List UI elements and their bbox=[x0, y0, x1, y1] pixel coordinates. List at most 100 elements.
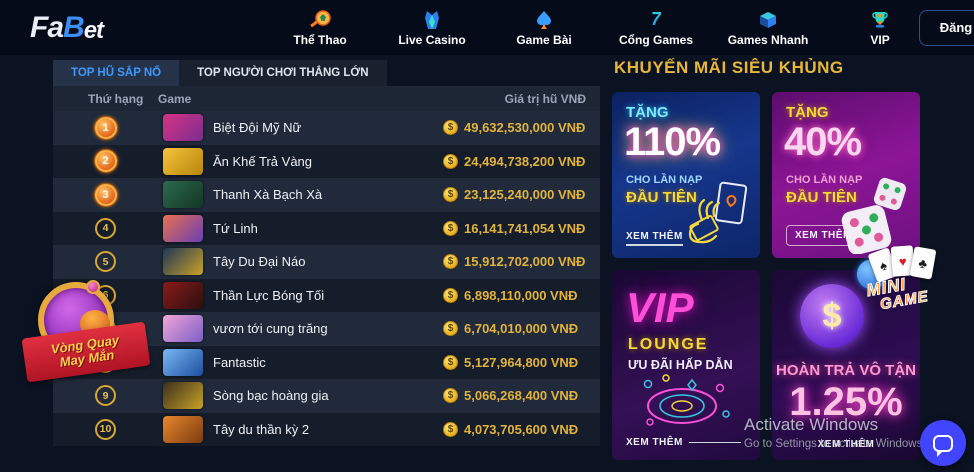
rank-ring: 4 bbox=[95, 217, 116, 239]
cashback-percent: 1.25% bbox=[789, 380, 903, 424]
nav-label: Thể Thao bbox=[293, 33, 347, 47]
table-row[interactable]: 3 Thanh Xà Bạch Xà $23,125,240,000 VNĐ bbox=[53, 178, 600, 212]
rank-medal: 1 bbox=[94, 116, 117, 139]
windows-activation-watermark: Activate Windows Go to Settings to activ… bbox=[744, 415, 926, 450]
jackpot-value: 4,073,705,600 VNĐ bbox=[464, 421, 579, 437]
game-name: Tây du thần kỳ 2 bbox=[213, 421, 310, 437]
seven-icon: 7 bbox=[651, 9, 662, 29]
promo-card-vip-lounge[interactable]: VIP LOUNGE ƯU ĐÃI HẤP DẪN XEM THÊM bbox=[612, 270, 760, 460]
game-thumbnail bbox=[163, 114, 203, 142]
promo-line2: ĐẦU TIÊN bbox=[626, 189, 697, 206]
see-more-link[interactable]: XEM THÊM bbox=[817, 439, 875, 450]
promo-card-110-percent[interactable]: TẶNG 110% CHO LẦN NẠP ĐẦU TIÊN XEM THÊM bbox=[612, 92, 760, 258]
rank-ring: 5 bbox=[95, 251, 116, 273]
nav-item-live-casino[interactable]: Live Casino bbox=[393, 8, 471, 47]
promo-percent: 40% bbox=[784, 120, 862, 164]
trophy-icon bbox=[870, 8, 890, 30]
nav-item-vip[interactable]: VIP bbox=[841, 8, 919, 47]
neon-cards-hand-icon bbox=[688, 181, 748, 244]
jackpot-value: 49,632,530,000 VNĐ bbox=[464, 120, 586, 136]
jackpot-value: 24,494,738,200 VNĐ bbox=[464, 153, 586, 169]
login-button[interactable]: Đăng Nhập bbox=[919, 9, 974, 46]
promo-card-40-percent[interactable]: TẶNG 40% CHO LẦN NẠP ĐẦU TIÊN XEM THÊM bbox=[772, 92, 920, 258]
wheel-pin bbox=[86, 280, 100, 294]
table-row[interactable]: 4 Tứ Linh $16,141,741,054 VNĐ bbox=[53, 211, 600, 245]
auth-buttons: Đăng Nhập Đăng Ký bbox=[919, 9, 974, 46]
game-name: Thanh Xà Bạch Xà bbox=[213, 187, 323, 203]
column-game: Game bbox=[158, 91, 192, 106]
rank-ring: 10 bbox=[95, 418, 116, 440]
playing-card-icon: ♣ bbox=[909, 246, 937, 280]
game-name: Fantastic bbox=[213, 354, 266, 370]
nav-label: VIP bbox=[870, 33, 890, 47]
table-row[interactable]: 9 Sòng bạc hoàng gia $5,066,268,400 VNĐ bbox=[53, 379, 600, 413]
table-header: Thứ hạng Game Giá trị hũ VNĐ bbox=[53, 86, 600, 111]
coin-icon: $ bbox=[443, 153, 458, 169]
lucky-wheel-widget[interactable]: Vòng Quay May Mắn bbox=[21, 280, 151, 392]
see-more-link[interactable]: XEM THÊM bbox=[626, 231, 683, 246]
neon-roulette-icon bbox=[643, 374, 730, 426]
table-row[interactable]: 2 Ăn Khế Trả Vàng $24,494,738,200 VNĐ bbox=[53, 144, 600, 178]
game-thumbnail bbox=[163, 147, 203, 175]
promo-card-cashback[interactable]: $ HOÀN TRẢ VÔ TẬN 1.25% XEM THÊM ♠ ♥ ♣ M… bbox=[772, 245, 937, 460]
dice-cube-icon bbox=[758, 8, 778, 30]
column-rank: Thứ hạng bbox=[88, 91, 144, 106]
table-row[interactable]: 5 Tây Du Đại Náo $15,912,702,000 VNĐ bbox=[53, 245, 600, 279]
vip-headline: VIP bbox=[626, 284, 694, 331]
game-name: Thần Lực Bóng Tối bbox=[213, 287, 325, 303]
promo-tag: TẶNG bbox=[626, 104, 669, 121]
jackpot-value: 23,125,240,000 VNĐ bbox=[464, 187, 586, 203]
watermark-line-2: Go to Settings to activate Windows. bbox=[744, 438, 926, 450]
nav-label: Cổng Games bbox=[619, 33, 694, 47]
table-row[interactable]: 10 Tây du thần kỳ 2 $4,073,705,600 VNĐ bbox=[53, 412, 600, 446]
logo-part-2: B bbox=[63, 10, 85, 44]
jackpot-leaderboard: TOP HŨ SẮP NỔ TOP NGƯỜI CHƠI THẮNG LỚN T… bbox=[53, 60, 600, 446]
coin-icon: $ bbox=[443, 220, 458, 236]
live-chat-button[interactable] bbox=[920, 420, 966, 466]
jackpot-value: 6,704,010,000 VNĐ bbox=[464, 321, 579, 337]
game-name: vươn tới cung trăng bbox=[213, 321, 328, 337]
dealer-icon bbox=[423, 8, 441, 30]
game-name: Sòng bạc hoàng gia bbox=[213, 388, 329, 404]
main-nav: Thể Thao Live Casino Game Bài 7 Cổng Gam… bbox=[281, 8, 919, 47]
game-thumbnail bbox=[163, 382, 203, 410]
coin-icon: $ bbox=[443, 287, 458, 303]
game-name: Biệt Đội Mỹ Nữ bbox=[213, 120, 302, 136]
rank-medal: 2 bbox=[94, 150, 117, 173]
soccer-fire-icon bbox=[309, 8, 331, 30]
nav-item-card-games[interactable]: Game Bài bbox=[505, 8, 583, 47]
vip-line: ƯU ĐÃI HẤP DẪN bbox=[628, 358, 733, 372]
game-name: Tây Du Đại Náo bbox=[213, 254, 306, 270]
nav-item-game-portal[interactable]: 7 Cổng Games bbox=[617, 8, 695, 47]
see-more-button[interactable]: XEM THÊM bbox=[786, 225, 861, 246]
jackpot-value: 5,066,268,400 VNĐ bbox=[464, 388, 579, 404]
tab-top-jackpots[interactable]: TOP HŨ SẮP NỔ bbox=[53, 60, 180, 86]
nav-item-sports[interactable]: Thể Thao bbox=[281, 8, 359, 47]
promo-line2: ĐẦU TIÊN bbox=[786, 189, 857, 206]
mini-game-badge[interactable]: ♠ ♥ ♣ MINI GAME bbox=[852, 241, 955, 325]
cta-underline bbox=[688, 441, 741, 443]
vip-subheadline: LOUNGE bbox=[628, 336, 709, 353]
tab-top-winners[interactable]: TOP NGƯỜI CHƠI THẮNG LỚN bbox=[179, 60, 387, 86]
nav-label: Games Nhanh bbox=[727, 33, 809, 47]
table-row[interactable]: 6 Thần Lực Bóng Tối $6,898,110,000 VNĐ bbox=[53, 278, 600, 312]
logo-part-1: Fa bbox=[30, 10, 64, 44]
jackpot-value: 5,127,964,800 VNĐ bbox=[464, 354, 579, 370]
game-thumbnail bbox=[163, 181, 203, 209]
game-thumbnail bbox=[163, 214, 203, 242]
chat-bubble-icon bbox=[933, 434, 953, 457]
promos-title: KHUYẾN MÃI SIÊU KHỦNG bbox=[614, 58, 844, 77]
dollar-coin-icon: $ bbox=[800, 284, 864, 348]
promo-tag: TẶNG bbox=[786, 104, 829, 121]
rank-ring: 9 bbox=[95, 385, 116, 407]
nav-item-quick-games[interactable]: Games Nhanh bbox=[727, 8, 809, 47]
logo-part-3: et bbox=[83, 16, 104, 44]
game-thumbnail bbox=[163, 315, 203, 343]
see-more-link[interactable]: XEM THÊM bbox=[626, 437, 741, 448]
table-row[interactable]: 1 Biệt Đội Mỹ Nữ $49,632,530,000 VNĐ bbox=[53, 111, 600, 145]
spade-icon bbox=[535, 8, 553, 30]
rank-medal: 3 bbox=[94, 183, 117, 206]
game-thumbnail bbox=[163, 415, 203, 443]
